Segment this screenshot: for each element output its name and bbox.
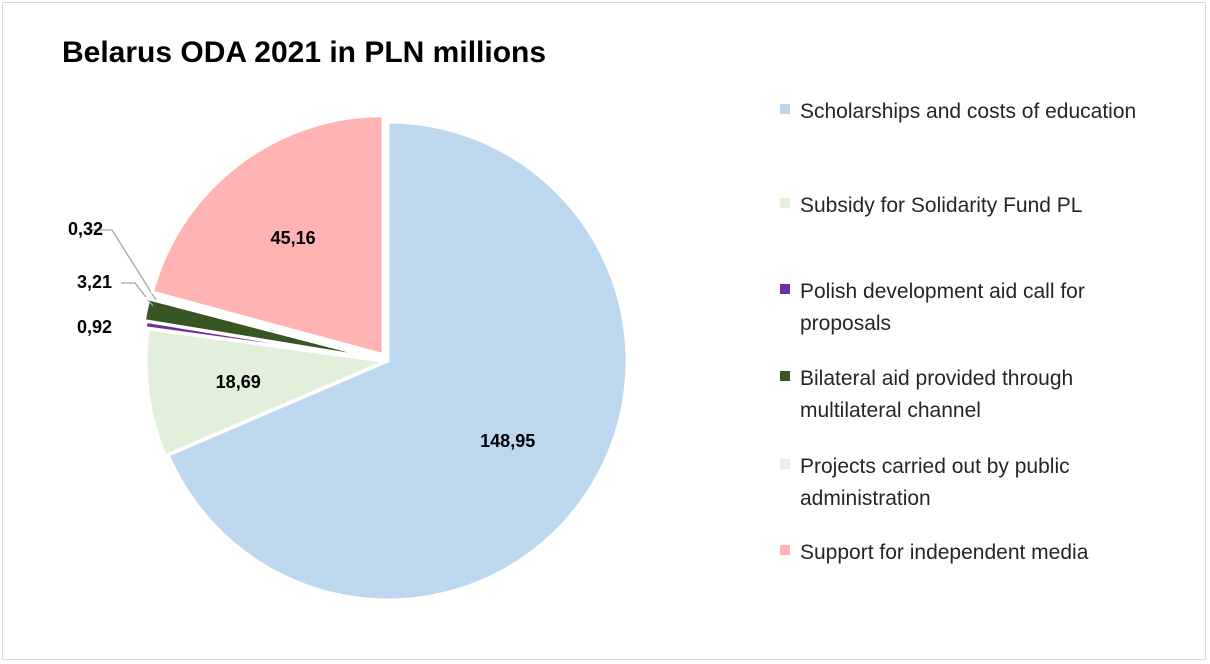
legend-swatch — [780, 371, 790, 381]
legend-swatch — [780, 284, 790, 294]
data-label-projects-carried-out-by-public-administration: 0,32 — [68, 219, 103, 239]
data-label-bilateral-aid-provided-through-multilateral-channel: 3,21 — [77, 272, 112, 292]
legend-label: Scholarships and costs of education — [800, 100, 1137, 123]
legend-label: Support for independent media — [800, 541, 1089, 564]
data-label-polish-development-aid-call-for-proposals: 0,92 — [77, 317, 112, 337]
data-label-scholarships-and-costs-of-education: 148,95 — [480, 431, 535, 451]
pie-slice-projects-carried-out-by-public-administration — [145, 294, 380, 360]
pie-slice-subsidy-for-solidarity-fund-pl — [144, 327, 387, 457]
data-label-support-for-independent-media: 45,16 — [271, 228, 316, 248]
legend-label: Subsidy for Solidarity Fund PL — [800, 194, 1083, 217]
legend-swatch — [780, 198, 790, 208]
leader-line-projects-carried-out-by-public-administration — [88, 229, 157, 301]
chart-title: Belarus ODA 2021 in PLN millions — [62, 36, 547, 69]
legend-swatch — [780, 104, 790, 114]
legend-label: Projects carried out by public administr… — [800, 455, 1070, 510]
pie-slice-scholarships-and-costs-of-education — [166, 120, 629, 602]
legend-label: Bilateral aid provided through multilate… — [800, 367, 1074, 422]
pie-slice-support-for-independent-media — [150, 114, 385, 357]
legend-label: Polish development aid call for proposal… — [800, 280, 1085, 335]
data-label-subsidy-for-solidarity-fund-pl: 18,69 — [216, 372, 261, 392]
legend-swatch — [780, 459, 790, 469]
legend-swatch — [780, 545, 790, 555]
